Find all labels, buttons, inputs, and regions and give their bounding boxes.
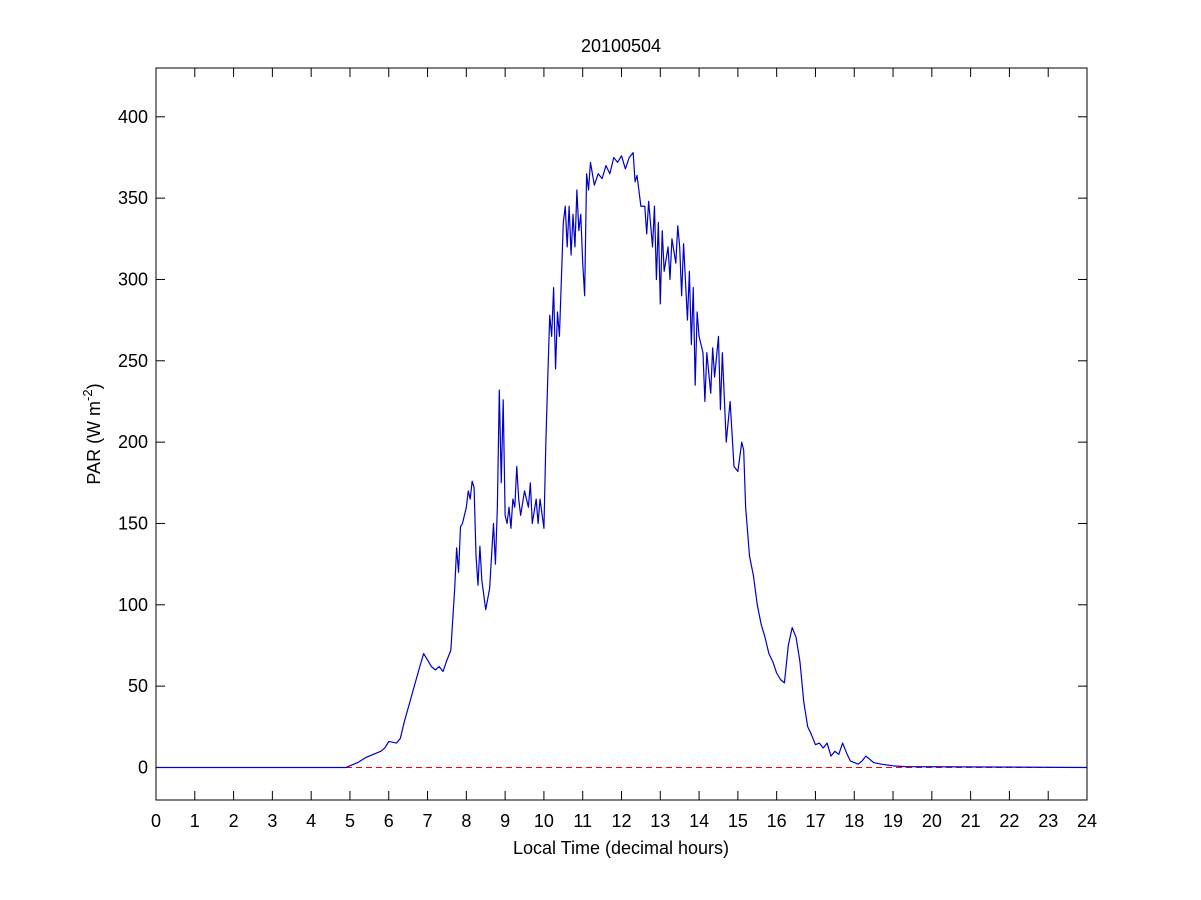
y-tick-label: 250 bbox=[118, 351, 148, 371]
y-tick-label: 150 bbox=[118, 513, 148, 533]
x-tick-label: 20 bbox=[922, 811, 942, 831]
y-tick-label: 200 bbox=[118, 432, 148, 452]
y-label-text: PAR (W m bbox=[84, 401, 104, 485]
y-tick-label: 0 bbox=[138, 757, 148, 777]
x-tick-label: 9 bbox=[500, 811, 510, 831]
x-tick-label: 6 bbox=[384, 811, 394, 831]
x-tick-label: 1 bbox=[190, 811, 200, 831]
x-tick-label: 17 bbox=[805, 811, 825, 831]
x-tick-label: 19 bbox=[883, 811, 903, 831]
y-label-sup: -2 bbox=[80, 389, 95, 401]
plot-frame bbox=[155, 67, 1088, 801]
y-axis-label: PAR (W m-2) bbox=[80, 383, 104, 484]
y-label-tail: ) bbox=[84, 383, 104, 389]
x-tick-label: 18 bbox=[844, 811, 864, 831]
x-tick-label: 0 bbox=[151, 811, 161, 831]
x-tick-label: 11 bbox=[573, 811, 592, 831]
x-tick-label: 22 bbox=[999, 811, 1019, 831]
x-tick-label: 5 bbox=[345, 811, 355, 831]
x-tick-label: 8 bbox=[461, 811, 471, 831]
x-tick-label: 12 bbox=[611, 811, 631, 831]
data-line bbox=[156, 151, 1088, 769]
x-tick-label: 10 bbox=[534, 811, 554, 831]
y-tick-label: 400 bbox=[118, 107, 148, 127]
x-tick-label: 16 bbox=[767, 811, 787, 831]
x-tick-label: 4 bbox=[306, 811, 316, 831]
x-tick-label: 3 bbox=[267, 811, 277, 831]
y-tick-label: 100 bbox=[118, 595, 148, 615]
chart-title: 20100504 bbox=[581, 36, 661, 56]
x-axis-label: Local Time (decimal hours) bbox=[513, 838, 729, 858]
x-tick-label: 7 bbox=[423, 811, 433, 831]
x-tick-label: 14 bbox=[689, 811, 709, 831]
y-tick-label: 350 bbox=[118, 188, 148, 208]
x-tick-label: 15 bbox=[728, 811, 748, 831]
y-tick-label: 50 bbox=[128, 676, 148, 696]
x-tick-label: 21 bbox=[961, 811, 981, 831]
x-tick-label: 23 bbox=[1038, 811, 1058, 831]
x-tick-label: 2 bbox=[229, 811, 239, 831]
y-tick-label: 300 bbox=[118, 269, 148, 289]
x-tick-label: 13 bbox=[650, 811, 670, 831]
x-tick-label: 24 bbox=[1077, 811, 1097, 831]
